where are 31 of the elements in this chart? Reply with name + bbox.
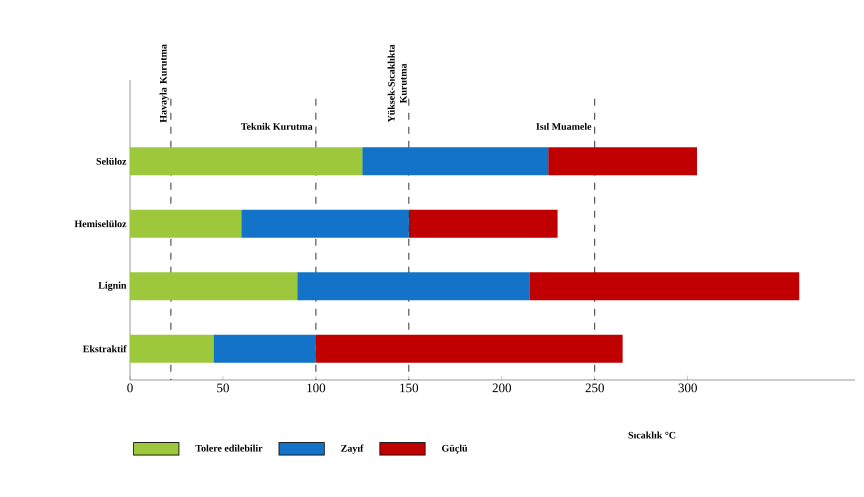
bar xyxy=(316,334,623,363)
x-tick-label: 150 xyxy=(400,384,418,392)
y-tick-label: Ekstraktif xyxy=(82,345,127,352)
x-tick-label: 0 xyxy=(127,384,133,392)
ref-line-label: Yüksek-Sıcaklıkta Kurutma xyxy=(388,44,407,122)
legend-label: Güçlü xyxy=(442,444,468,454)
bar xyxy=(297,272,530,300)
bar xyxy=(214,334,316,363)
bar xyxy=(242,210,409,238)
x-tick-label: 250 xyxy=(586,384,604,392)
legend-label: Zayıf xyxy=(341,444,364,454)
bar xyxy=(130,334,214,363)
ref-line-label: Isıl Muamele xyxy=(536,122,592,130)
x-axis-title: Sıcaklık °C xyxy=(628,432,676,439)
x-tick-label: 200 xyxy=(492,384,512,392)
bar xyxy=(130,147,362,176)
bar xyxy=(530,272,800,300)
bar xyxy=(362,147,548,176)
bar xyxy=(548,147,697,176)
legend-label: Tolere edilebilir xyxy=(195,444,262,452)
bar xyxy=(130,272,298,300)
ref-line-label: Havayla Kurutma xyxy=(160,44,169,123)
y-tick-label: Selüloz xyxy=(96,158,126,165)
y-tick-label: Hemiselüloz xyxy=(74,220,126,228)
bar xyxy=(408,210,558,238)
x-tick-label: 300 xyxy=(678,384,697,392)
ref-line-label: Teknik Kurutma xyxy=(240,122,313,130)
x-tick-label: 100 xyxy=(307,384,326,392)
y-tick-label: Lignin xyxy=(98,282,126,291)
x-tick-label: 50 xyxy=(217,384,229,392)
bar xyxy=(130,210,242,238)
